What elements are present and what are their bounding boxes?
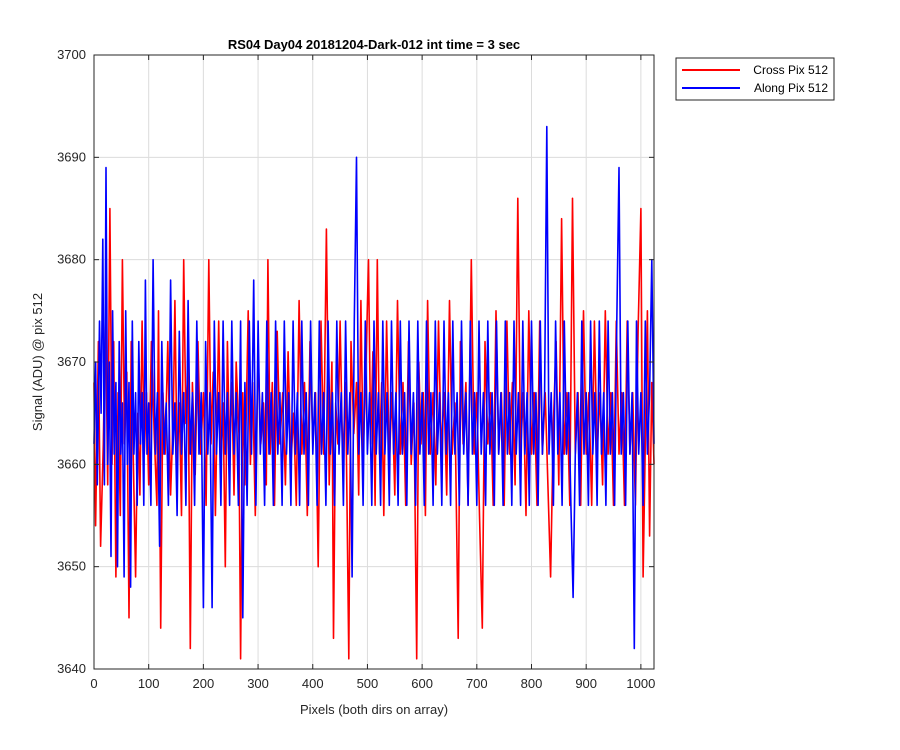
y-tick-label: 3690 xyxy=(57,149,86,164)
chart-title: RS04 Day04 20181204-Dark-012 int time = … xyxy=(228,37,520,52)
x-tick-label: 300 xyxy=(247,676,269,691)
x-tick-label: 1000 xyxy=(626,676,655,691)
y-tick-label: 3700 xyxy=(57,47,86,62)
y-axis-label: Signal (ADU) @ pix 512 xyxy=(30,293,45,431)
legend-label-cross: Cross Pix 512 xyxy=(753,63,828,77)
x-axis-label: Pixels (both dirs on array) xyxy=(300,702,448,717)
series-line-along-pix xyxy=(93,125,655,650)
y-tick-label: 3670 xyxy=(57,354,86,369)
y-tick-label: 3660 xyxy=(57,456,86,471)
x-tick-label: 100 xyxy=(138,676,160,691)
axis-ticks: 0 100 200 300 400 500 600 700 800 900 1000 3640 3650… xyxy=(57,47,655,691)
x-tick-label: 600 xyxy=(411,676,433,691)
y-tick-label: 3680 xyxy=(57,252,86,267)
series-group xyxy=(93,125,655,660)
x-tick-label: 400 xyxy=(302,676,324,691)
y-tick-label: 3640 xyxy=(57,661,86,676)
x-tick-label: 900 xyxy=(575,676,597,691)
x-tick-label: 0 xyxy=(90,676,97,691)
x-tick-label: 200 xyxy=(193,676,215,691)
x-tick-label: 800 xyxy=(521,676,543,691)
legend-label-along: Along Pix 512 xyxy=(754,81,828,95)
legend-box xyxy=(675,57,835,101)
x-tick-label: 500 xyxy=(357,676,379,691)
x-tick-label: 700 xyxy=(466,676,488,691)
legend: Cross Pix 512 Along Pix 512 xyxy=(675,57,835,101)
y-tick-label: 3650 xyxy=(57,559,86,574)
